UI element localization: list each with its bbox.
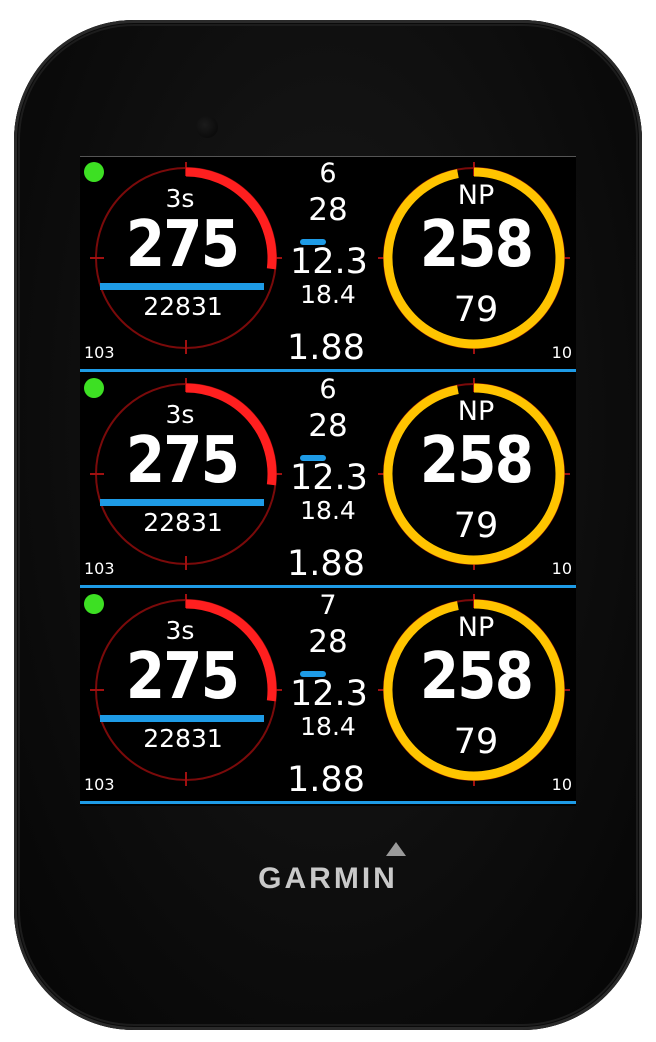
power-arc [185,167,277,270]
corner-left-value: 103 [84,559,115,578]
ambient-sensor-icon [196,116,218,138]
power-arc [185,599,277,702]
center-value-1: 6 [319,374,337,405]
center-value-2: 28 [308,624,348,660]
panel-divider [80,369,576,372]
np-value: 258 [419,208,534,282]
center-value-4: 18.4 [300,280,356,309]
power-gauge [90,162,282,354]
triangle-logo-icon [386,842,406,856]
center-value-2: 28 [308,408,348,444]
center-value-1: 6 [319,158,337,189]
power-average-label: 3s [165,184,195,213]
np-gauge [378,594,570,786]
power-bar [100,283,264,290]
power-average-label: 3s [165,400,195,429]
np-label: NP [457,396,495,427]
status-dot [84,162,104,182]
brand-logo: GARMIN [258,862,398,895]
power-value: 275 [125,208,240,282]
work-kj-value: 22831 [143,724,223,753]
np-sub-value: 79 [453,290,499,330]
work-kj-value: 22831 [143,508,223,537]
data-panel-2[interactable]: 3s 275 22831 103 6 28 12.3 18.4 1.88 NP … [80,372,576,588]
corner-left-value: 103 [84,343,115,362]
power-bar [100,499,264,506]
np-value: 258 [419,424,534,498]
power-value: 275 [125,424,240,498]
data-panel-1[interactable]: 3s 275 22831 103 6 28 12.3 18.4 1.88 NP … [80,156,576,372]
power-gauge [90,378,282,570]
center-value-4: 18.4 [300,496,356,525]
power-gauge [90,594,282,786]
device-bezel [18,24,638,1026]
center-value-3: 12.3 [290,458,368,498]
panel-divider [80,801,576,804]
center-value-5: 1.88 [287,544,365,584]
np-value: 258 [419,640,534,714]
np-arc [383,167,565,349]
power-average-label: 3s [165,616,195,645]
corner-right-value: 10 [551,343,572,362]
status-dot [84,594,104,614]
center-blue-marker [300,239,326,245]
center-value-1: 7 [319,590,337,621]
center-value-5: 1.88 [287,760,365,800]
np-label: NP [457,180,495,211]
power-value: 275 [125,640,240,714]
work-kj-value: 22831 [143,292,223,321]
power-bar [100,715,264,722]
panel-divider [80,585,576,588]
np-arc [383,599,565,781]
data-screen[interactable]: 3s 275 22831 103 6 28 12.3 18.4 1.88 NP … [80,156,576,806]
status-dot [84,378,104,398]
np-arc [383,383,565,565]
center-value-4: 18.4 [300,712,356,741]
np-sub-value: 79 [453,722,499,762]
corner-right-value: 10 [551,775,572,794]
corner-left-value: 103 [84,775,115,794]
center-value-3: 12.3 [290,674,368,714]
np-gauge [378,378,570,570]
center-blue-marker [300,455,326,461]
center-value-3: 12.3 [290,242,368,282]
screen-top-line [80,156,576,157]
data-panel-3[interactable]: 3s 275 22831 103 7 28 12.3 18.4 1.88 NP … [80,588,576,804]
power-arc [185,383,277,486]
corner-right-value: 10 [551,559,572,578]
np-gauge [378,162,570,354]
center-blue-marker [300,671,326,677]
np-sub-value: 79 [453,506,499,546]
np-label: NP [457,612,495,643]
center-value-5: 1.88 [287,328,365,368]
center-value-2: 28 [308,192,348,228]
